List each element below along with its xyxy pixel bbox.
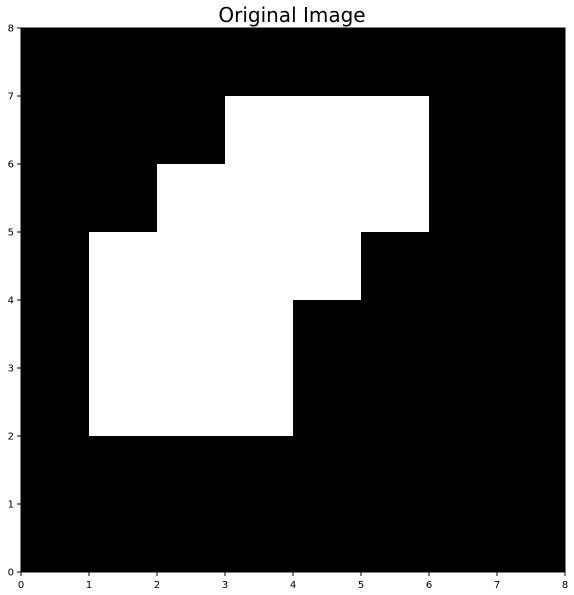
heatmap-cell	[293, 300, 361, 368]
plot-frame	[20, 27, 566, 573]
heatmap-cell	[429, 300, 497, 368]
heatmap-cell	[21, 28, 89, 96]
heatmap-cell	[361, 164, 429, 232]
heatmap-cell	[497, 436, 565, 504]
heatmap-cell	[89, 436, 157, 504]
x-tick-label: 7	[494, 580, 500, 591]
x-tick-label: 5	[358, 580, 364, 591]
heatmap-cell	[89, 28, 157, 96]
heatmap-cell	[429, 164, 497, 232]
heatmap-cell	[225, 300, 293, 368]
heatmap-cell	[89, 300, 157, 368]
y-tick-label: 0	[8, 568, 14, 579]
heatmap-cell	[225, 28, 293, 96]
heatmap-cell	[293, 164, 361, 232]
heatmap-cell	[429, 96, 497, 164]
heatmap-cell	[225, 504, 293, 572]
heatmap-cell	[497, 368, 565, 436]
x-tick-label: 3	[222, 580, 228, 591]
heatmap-cell	[361, 96, 429, 164]
y-tick-label: 6	[8, 160, 14, 171]
y-tick-label: 7	[8, 92, 14, 103]
heatmap-cell	[21, 164, 89, 232]
heatmap-cell	[89, 164, 157, 232]
y-tick-label: 2	[8, 432, 14, 443]
heatmap-cell	[361, 28, 429, 96]
heatmap-cell	[225, 232, 293, 300]
heatmap-cell	[429, 368, 497, 436]
heatmap-cell	[157, 96, 225, 164]
heatmap-cell	[89, 96, 157, 164]
heatmap-cell	[361, 436, 429, 504]
y-tick-label: 1	[8, 500, 14, 511]
x-tick-label: 0	[18, 580, 24, 591]
heatmap-cell	[225, 164, 293, 232]
heatmap-cell	[157, 300, 225, 368]
heatmap-cell	[429, 232, 497, 300]
heatmap-cell	[225, 436, 293, 504]
x-tick-label: 4	[290, 580, 296, 591]
heatmap-cell	[225, 96, 293, 164]
heatmap-cell	[497, 28, 565, 96]
heatmap-cell	[497, 96, 565, 164]
heatmap-cell	[21, 368, 89, 436]
x-axis: 0 1 2 3 4 5 6 7 8	[18, 572, 568, 591]
heatmap-cell	[89, 232, 157, 300]
heatmap-cell	[429, 436, 497, 504]
heatmap-cell	[157, 28, 225, 96]
y-tick-label: 8	[8, 24, 14, 35]
heatmap-cell	[157, 368, 225, 436]
heatmap-cell	[497, 164, 565, 232]
heatmap-cell	[293, 96, 361, 164]
heatmap-cell	[293, 368, 361, 436]
x-tick-label: 6	[426, 580, 432, 591]
heatmap-cell	[293, 232, 361, 300]
heatmap-cell	[225, 368, 293, 436]
heatmap-cell	[361, 504, 429, 572]
heatmap-cell	[293, 504, 361, 572]
heatmap-cell	[21, 96, 89, 164]
heatmap-cell	[21, 232, 89, 300]
heatmap-cell	[497, 300, 565, 368]
y-tick-label: 3	[8, 364, 14, 375]
heatmap-cell	[361, 300, 429, 368]
y-tick-label: 5	[8, 228, 14, 239]
heatmap-cell	[89, 504, 157, 572]
heatmap-cell	[429, 504, 497, 572]
y-tick-label: 4	[8, 296, 14, 307]
heatmap-cell	[293, 28, 361, 96]
plot-area	[21, 28, 565, 572]
chart-title: Original Image	[218, 3, 365, 27]
heatmap-cell	[21, 504, 89, 572]
heatmap-cell	[157, 164, 225, 232]
heatmap-cell	[89, 368, 157, 436]
heatmap-cell	[497, 504, 565, 572]
heatmap-cell	[21, 300, 89, 368]
heatmap-cell	[497, 232, 565, 300]
heatmap-cell	[157, 504, 225, 572]
heatmap-cell	[361, 232, 429, 300]
heatmap-cell	[361, 368, 429, 436]
x-tick-label: 2	[154, 580, 160, 591]
x-tick-label: 8	[562, 580, 568, 591]
heatmap-cell	[157, 232, 225, 300]
heatmap-cell	[21, 436, 89, 504]
heatmap-cell	[157, 436, 225, 504]
heatmap-cell	[429, 28, 497, 96]
y-axis: 0 1 2 3 4 5 6 7 8	[8, 24, 21, 579]
heatmap-cell	[293, 436, 361, 504]
x-tick-label: 1	[86, 580, 92, 591]
